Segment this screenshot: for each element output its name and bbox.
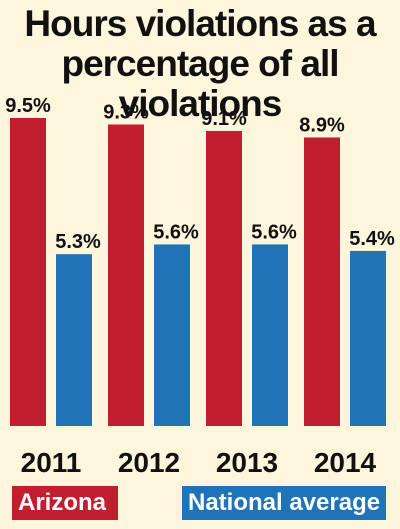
- data-label-national-average-2012: 5.6%: [153, 221, 199, 243]
- x-tick-label-2014: 2014: [314, 447, 377, 478]
- bar-arizona-2014: [304, 137, 340, 426]
- legend-national-average: National average: [182, 486, 386, 520]
- bar-national-average-2011: [56, 254, 92, 426]
- data-label-arizona-2013: 9.1%: [201, 108, 247, 130]
- data-label-arizona-2014: 8.9%: [299, 114, 345, 136]
- data-label-arizona-2012: 9.3%: [103, 101, 149, 123]
- x-tick-label-2013: 2013: [216, 447, 278, 478]
- data-label-arizona-2011: 9.5%: [5, 95, 51, 117]
- legend-arizona: Arizona: [12, 486, 118, 520]
- chart-title-line-2: percentage of all violations: [61, 43, 339, 124]
- legend-arizona-label: Arizona: [18, 489, 107, 516]
- data-label-national-average-2011: 5.3%: [55, 231, 101, 253]
- bar-national-average-2012: [154, 244, 190, 426]
- data-label-national-average-2014: 5.4%: [349, 228, 395, 250]
- bar-arizona-2013: [206, 130, 242, 426]
- bar-national-average-2013: [252, 244, 288, 426]
- chart-title-line-1: Hours violations as a: [24, 3, 376, 44]
- data-label-national-average-2013: 5.6%: [251, 221, 297, 243]
- bar-arizona-2011: [10, 118, 46, 426]
- bar-arizona-2012: [108, 124, 144, 427]
- legend-national-average-label: National average: [188, 489, 381, 516]
- bar-national-average-2014: [350, 250, 386, 426]
- chart-title: Hours violations as a percentage of all …: [0, 4, 400, 124]
- x-tick-label-2012: 2012: [118, 447, 180, 478]
- x-tick-label-2011: 2011: [21, 447, 82, 478]
